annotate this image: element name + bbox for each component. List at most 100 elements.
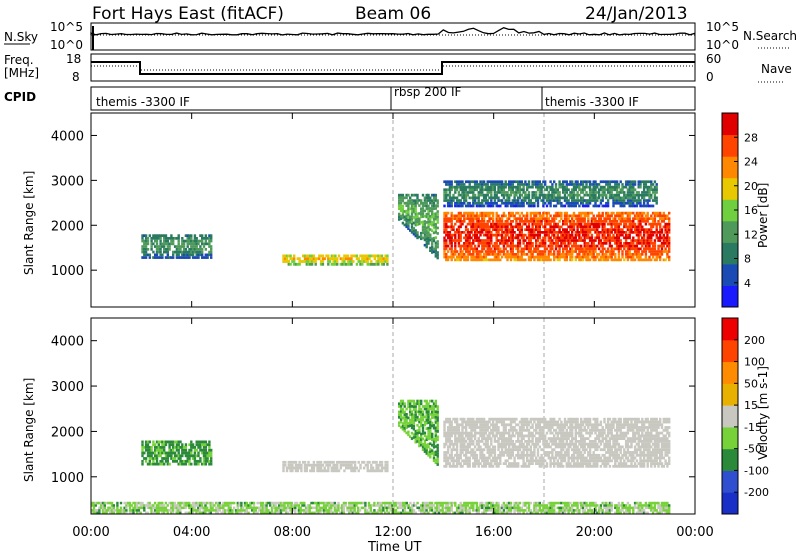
heatmap-cell — [448, 185, 452, 189]
heatmap-cell — [502, 423, 506, 427]
heatmap-cell — [459, 244, 462, 248]
heatmap-cell — [490, 440, 493, 443]
heatmap-cell — [626, 250, 630, 253]
heatmap-cell — [410, 405, 414, 408]
heatmap-cell — [463, 214, 466, 218]
heatmap-cell — [143, 446, 146, 449]
heatmap-cell — [429, 228, 432, 231]
heatmap-cell — [596, 204, 599, 208]
heatmap-cell — [542, 434, 545, 438]
heatmap-cell — [533, 222, 536, 226]
heatmap-cell — [484, 193, 488, 197]
heatmap-cell — [666, 225, 669, 229]
heatmap-cell — [576, 201, 579, 205]
heatmap-cell — [666, 250, 669, 253]
heatmap-cell — [581, 247, 585, 251]
heatmap-cell — [509, 423, 513, 427]
heatmap-cell — [506, 423, 509, 427]
heatmap-cell — [531, 431, 534, 435]
heatmap-cell — [592, 222, 595, 226]
heatmap-cell — [475, 196, 479, 200]
heatmap-cell — [461, 244, 464, 248]
heatmap-cell — [632, 255, 635, 259]
heatmap-cell — [495, 239, 498, 242]
heatmap-cell — [583, 242, 586, 245]
heatmap-cell — [495, 417, 498, 421]
heatmap-cell — [666, 214, 669, 218]
heatmap-cell — [499, 253, 502, 256]
heatmap-cell — [448, 428, 452, 432]
heatmap-cell — [554, 462, 558, 465]
heatmap-cell — [457, 253, 461, 256]
heatmap-cell — [366, 469, 369, 473]
heatmap-cell — [405, 214, 408, 218]
heatmap-cell — [606, 247, 610, 251]
heatmap-cell — [484, 239, 488, 242]
heatmap-cell — [407, 213, 410, 217]
heatmap-cell — [517, 211, 520, 215]
heatmap-cell — [551, 188, 554, 192]
heatmap-cell — [549, 242, 552, 245]
heatmap-cell — [459, 247, 462, 251]
heatmap-cell — [606, 258, 610, 262]
heatmap-cell — [545, 440, 549, 443]
heatmap-cell — [493, 437, 497, 440]
heatmap-cell — [477, 183, 480, 186]
heatmap-cell — [508, 231, 511, 234]
heatmap-cell — [583, 231, 586, 234]
heatmap-cell — [412, 207, 416, 211]
heatmap-cell — [563, 239, 567, 242]
heatmap-cell — [632, 193, 635, 197]
heatmap-cell — [540, 417, 543, 421]
heatmap-cell — [646, 211, 649, 215]
heatmap-cell — [482, 417, 486, 421]
heatmap-cell — [614, 199, 617, 202]
heatmap-cell — [298, 460, 301, 464]
heatmap-cell — [504, 228, 507, 231]
heatmap-cell — [427, 223, 430, 226]
heatmap-cell — [289, 257, 292, 261]
heatmap-cell — [632, 188, 635, 192]
heatmap-cell — [526, 217, 529, 220]
heatmap-cell — [423, 243, 427, 247]
heatmap-cell — [506, 242, 509, 245]
heatmap-cell — [509, 434, 513, 438]
heatmap-cell — [662, 211, 665, 215]
heatmap-cell — [544, 228, 547, 231]
heatmap-cell — [637, 199, 640, 202]
heatmap-cell — [608, 193, 612, 197]
heatmap-cell — [653, 185, 657, 189]
heatmap-cell — [403, 418, 406, 422]
heatmap-cell — [601, 220, 604, 223]
heatmap-cell — [626, 253, 630, 256]
heatmap-cell — [518, 239, 522, 242]
heatmap-cell — [558, 437, 561, 440]
heatmap-cell — [386, 260, 389, 263]
heatmap-cell — [526, 253, 529, 256]
heatmap-cell — [508, 228, 511, 231]
heatmap-cell — [614, 236, 617, 240]
heatmap-cell — [210, 462, 213, 466]
heatmap-cell — [533, 420, 536, 424]
heatmap-cell — [410, 199, 414, 202]
heatmap-cell — [603, 217, 606, 220]
heatmap-cell — [576, 214, 579, 218]
heatmap-cell — [653, 220, 657, 223]
heatmap-cell — [450, 217, 453, 220]
heatmap-cell — [206, 454, 209, 458]
heatmap-cell — [520, 453, 523, 457]
heatmap-cell — [457, 225, 461, 229]
heatmap-cell — [660, 250, 664, 253]
heatmap-cell — [359, 466, 362, 470]
heatmap-cell — [580, 225, 583, 229]
heatmap-cell — [499, 437, 502, 440]
heatmap-cell — [468, 220, 471, 223]
heatmap-cell — [547, 426, 550, 429]
freq-left-tick-bottom: 8 — [72, 70, 80, 84]
heatmap-cell — [630, 199, 633, 202]
heatmap-cell — [493, 228, 497, 231]
heatmap-cell — [416, 220, 419, 224]
heatmap-cell — [477, 214, 480, 218]
heatmap-cell — [161, 446, 164, 449]
